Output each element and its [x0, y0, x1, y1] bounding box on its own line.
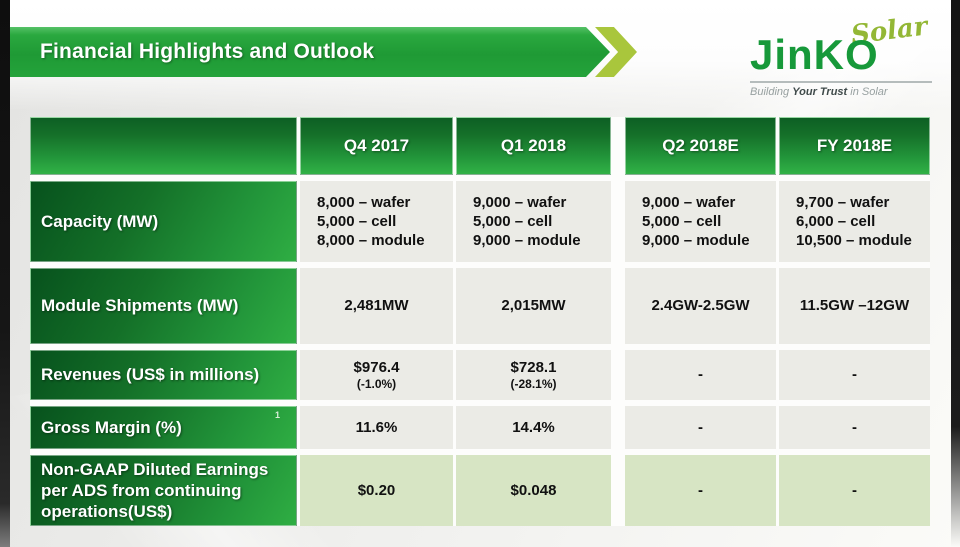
data-cell: -: [779, 406, 930, 449]
data-cell: $0.048: [456, 455, 611, 526]
logo-divider-line: [750, 81, 932, 83]
data-cell-line: 5,000 – cell: [473, 213, 553, 230]
data-cell: -: [625, 406, 776, 449]
data-cell-line: 5,000 – cell: [317, 213, 397, 230]
data-cell: -: [779, 350, 930, 400]
data-cell-value: -: [852, 481, 857, 499]
data-cell-line: 6,000 – cell: [796, 213, 876, 230]
data-cell: $976.4 (-1.0%): [300, 350, 453, 400]
data-cell-value: -: [698, 366, 703, 383]
financial-table: Q4 2017 Q1 2018 Q2 2018E FY 2018E Capacity (…: [30, 117, 930, 526]
data-cell-line: 9,000 – module: [473, 232, 581, 249]
data-cell-line: 8,000 – wafer: [317, 194, 411, 211]
data-cell: 2.4GW-2.5GW: [625, 268, 776, 344]
data-cell-value: -: [852, 418, 857, 436]
column-gap-spacer: [614, 268, 622, 344]
row-label-text: Module Shipments (MW): [41, 296, 239, 316]
data-cell-value: $976.4: [353, 358, 400, 376]
data-cell: 11.5GW –12GW: [779, 268, 930, 344]
tagline-pre: Building: [750, 86, 793, 98]
data-cell: -: [625, 455, 776, 526]
data-cell-value: 11.5GW –12GW: [799, 297, 910, 314]
data-cell-line: 10,500 – module: [796, 232, 912, 249]
data-cell: 11.6%: [300, 406, 453, 449]
data-cell: 8,000 – wafer 5,000 – cell 8,000 – module: [300, 181, 453, 262]
data-cell: 2,481MW: [300, 268, 453, 344]
data-cell-line: 9,000 – wafer: [642, 194, 736, 211]
data-cell: -: [625, 350, 776, 400]
data-cell: 2,015MW: [456, 268, 611, 344]
column-gap-spacer: [614, 406, 622, 449]
data-cell-line: 9,000 – module: [642, 232, 750, 249]
data-cell-subvalue: (-28.1%): [510, 376, 557, 391]
column-gap-spacer: [614, 117, 622, 175]
left-dark-edge: [0, 0, 10, 547]
title-banner: Financial Highlights and Outlook: [10, 27, 610, 77]
table-corner-cell: [30, 117, 297, 175]
data-cell-value: 2,481MW: [344, 297, 409, 314]
logo-tagline: Building Your Trust in Solar: [750, 86, 888, 98]
column-gap-spacer: [614, 455, 622, 526]
data-cell-value: 11.6%: [355, 418, 398, 436]
tagline-post: in Solar: [847, 86, 888, 98]
data-cell: $0.20: [300, 455, 453, 526]
row-label-text: Capacity (MW): [41, 211, 159, 231]
data-cell-subvalue: (-1.0%): [356, 376, 397, 391]
data-cell: $728.1 (-28.1%): [456, 350, 611, 400]
data-cell-value: -: [698, 481, 703, 499]
logo-brand-text: JinKO: [750, 31, 879, 78]
tagline-bold: Your Trust: [792, 86, 848, 98]
row-label: Module Shipments (MW): [30, 268, 297, 344]
data-cell-value: 14.4%: [512, 418, 555, 436]
data-cell: -: [779, 455, 930, 526]
footnote-marker: 1: [274, 410, 280, 420]
data-cell-value: $0.048: [510, 481, 557, 499]
data-cell-value: $0.20: [357, 481, 396, 499]
data-cell-value: -: [852, 366, 857, 383]
data-cell-line: 9,700 – wafer: [796, 194, 890, 211]
row-label: Non-GAAP Diluted Earnings per ADS from c…: [30, 455, 297, 526]
column-header: FY 2018E: [779, 117, 930, 175]
column-header: Q1 2018: [456, 117, 611, 175]
data-cell-line: 9,000 – wafer: [473, 194, 567, 211]
data-cell: 9,000 – wafer 5,000 – cell 9,000 – module: [625, 181, 776, 262]
row-label-text: Revenues (US$ in millions): [41, 365, 260, 385]
data-cell-value: 2.4GW-2.5GW: [651, 297, 750, 314]
data-cell-value: $728.1: [510, 358, 557, 376]
row-label: Revenues (US$ in millions): [30, 350, 297, 400]
slide-title: Financial Highlights and Outlook: [40, 40, 375, 63]
data-cell: 9,000 – wafer 5,000 – cell 9,000 – module: [456, 181, 611, 262]
column-gap-spacer: [614, 350, 622, 400]
column-header: Q2 2018E: [625, 117, 776, 175]
row-label: Gross Margin (%) 1: [30, 406, 297, 449]
data-cell-line: 8,000 – module: [317, 232, 425, 249]
data-cell-line: 5,000 – cell: [642, 213, 722, 230]
row-label-text: Non-GAAP Diluted Earnings per ADS from c…: [41, 459, 269, 522]
row-label: Capacity (MW): [30, 181, 297, 262]
data-cell-value: -: [698, 418, 703, 436]
data-cell: 9,700 – wafer 6,000 – cell 10,500 – module: [779, 181, 930, 262]
data-cell-value: 2,015MW: [501, 297, 566, 314]
data-cell: 14.4%: [456, 406, 611, 449]
column-gap-spacer: [614, 181, 622, 262]
row-label-text: Gross Margin (%): [41, 417, 182, 437]
jinko-solar-logo: Solar JinKO Building Your Trust in Solar: [746, 11, 946, 104]
column-header: Q4 2017: [300, 117, 453, 175]
right-dark-edge: [951, 0, 960, 547]
